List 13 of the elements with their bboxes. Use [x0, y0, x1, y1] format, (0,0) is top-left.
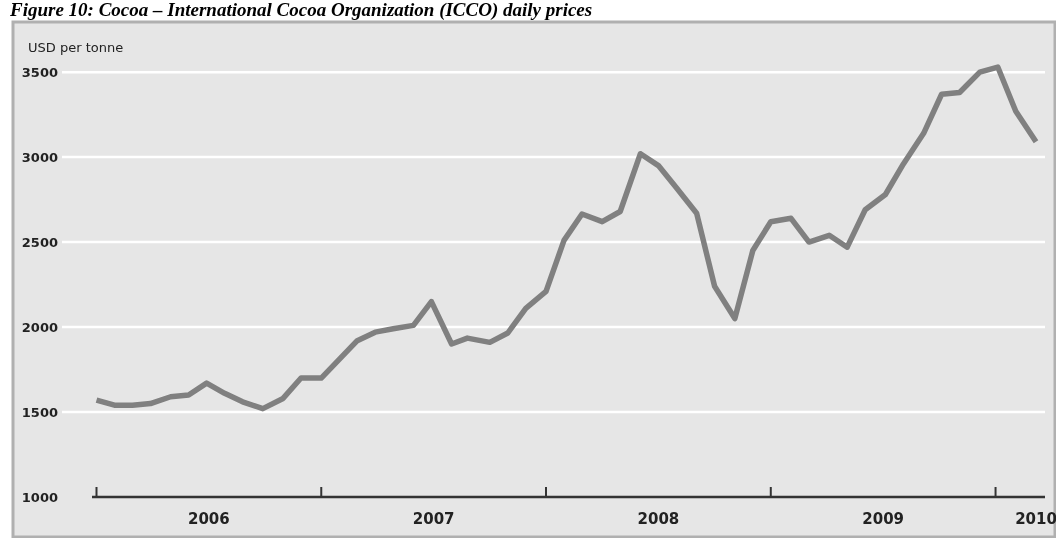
x-tick-label: 2006 [188, 510, 230, 528]
y-tick-label: 2000 [21, 319, 58, 335]
y-tick-label: 3000 [21, 149, 58, 165]
y-tick-label: 2500 [21, 234, 58, 250]
y-tick-label: 1000 [21, 489, 58, 505]
x-tick-label: 2009 [862, 510, 905, 528]
chart-title: Figure 10: Cocoa – International Cocoa Organization (ICCO) daily prices [9, 0, 593, 21]
x-tick-label: 2008 [637, 510, 680, 528]
y-tick-label: 3500 [21, 64, 58, 80]
y-axis-title: USD per tonne [28, 40, 124, 55]
x-tick-label: 2007 [412, 510, 455, 528]
y-tick-label: 1500 [21, 404, 58, 420]
x-tick-label: 2010 [1015, 510, 1056, 528]
